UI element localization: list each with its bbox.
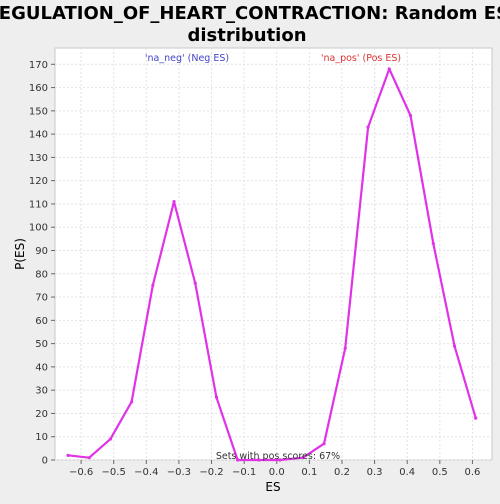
y-tick-label: 130 [29,153,48,164]
x-tick-label: −0.1 [232,467,256,478]
x-tick-label: −0.6 [69,467,93,478]
y-tick-label: 100 [29,223,48,234]
x-tick-label: 0.2 [334,467,350,478]
annotation-pos-scores: Sets with pos scores: 67% [216,451,340,462]
data-point [431,241,435,246]
annotation-pos-es: 'na_pos' (Pos ES) [321,53,401,64]
y-tick-label: 120 [29,176,48,187]
y-axis-label: P(ES) [13,238,27,270]
x-axis-label: ES [265,480,280,494]
x-tick-label: −0.2 [199,467,223,478]
data-point [257,458,261,462]
data-point [343,346,347,350]
y-tick-label: 40 [35,362,48,373]
x-tick-label: −0.3 [167,467,191,478]
data-point [214,395,219,399]
y-tick-label: 20 [35,409,48,420]
data-point [366,125,370,129]
axes: 0 10 20 30 40 50 60 70 80 90 100 110 120 130 140 150 160… [29,60,480,478]
data-point [301,456,305,460]
y-tick-label: 0 [42,456,48,467]
chart-title-line-2: distribution [187,25,306,46]
data-point [236,458,240,462]
data-point [387,67,391,71]
grid [55,48,492,461]
data-point [408,113,413,118]
data-point [452,344,457,348]
x-tick-label: 0.3 [367,467,383,478]
y-tick-label: 160 [29,83,48,94]
y-tick-label: 50 [35,339,48,350]
x-tick-label: 0.0 [269,467,285,478]
y-tick-label: 150 [29,106,48,117]
data-point [278,458,282,462]
data-point [322,442,326,446]
x-tick-label: 0.4 [399,467,415,478]
chart-title-line-1: REGULATION_OF_HEART_CONTRACTION: Random … [0,3,500,24]
y-tick-label: 10 [35,432,48,443]
annotation-neg-es: 'na_neg' (Neg ES) [145,53,229,64]
x-tick-label: −0.5 [102,467,126,478]
plot-area [54,47,493,461]
y-tick-label: 30 [35,386,48,397]
x-tick-label: 0.1 [301,467,317,478]
data-point [172,200,176,204]
y-tick-label: 70 [35,293,48,304]
series [66,67,478,462]
y-tick-label: 140 [29,130,48,141]
data-point [87,456,91,460]
y-tick-label: 90 [35,246,48,257]
y-tick-label: 80 [35,269,48,280]
y-tick-label: 110 [29,199,48,210]
data-point [474,416,478,420]
y-tick-label: 60 [35,316,48,327]
x-tick-label: 0.6 [464,467,480,478]
data-point [66,453,70,457]
data-point [193,281,197,285]
x-tick-label: 0.5 [432,467,448,478]
data-point [130,400,134,404]
y-tick-label: 170 [29,60,48,71]
data-point [151,283,155,288]
x-tick-label: −0.4 [134,467,158,478]
series-line [67,67,477,462]
data-point [108,437,113,441]
